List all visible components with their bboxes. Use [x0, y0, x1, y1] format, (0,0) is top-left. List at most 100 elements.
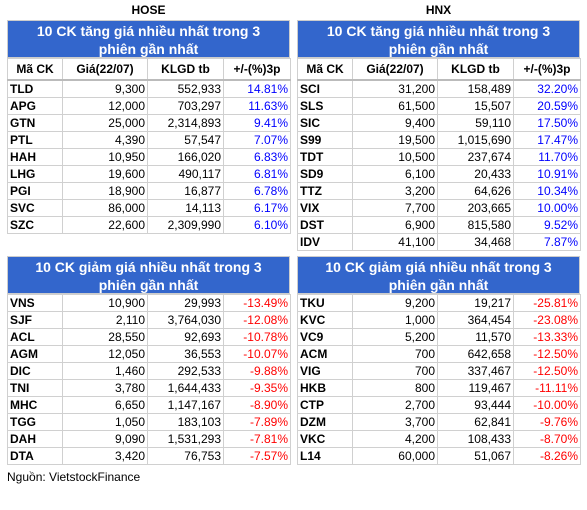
- cell: 1,147,167: [147, 396, 224, 414]
- cell: 203,665: [437, 199, 514, 217]
- hnx-panel: HNX 10 CK tăng giá nhiều nhất trong 3 phi…: [297, 0, 581, 465]
- ticker: VIG: [297, 362, 353, 380]
- cell: 6.78%: [223, 182, 291, 200]
- data-row: SLS 61,500 15,507 20.59%: [297, 97, 581, 115]
- cell: 61,500: [352, 97, 438, 115]
- cell: 60,000: [352, 447, 438, 465]
- data-row: SJF 2,110 3,764,030 -12.08%: [7, 311, 291, 329]
- cell: 9,400: [352, 114, 438, 132]
- ticker: VKC: [297, 430, 353, 448]
- cell: 703,297: [147, 97, 224, 115]
- data-row: IDV 41,100 34,468 7.87%: [297, 233, 581, 251]
- cell: 108,433: [437, 430, 514, 448]
- cell: -8.26%: [513, 447, 581, 465]
- data-row: SVC 86,000 14,113 6.17%: [7, 199, 291, 217]
- cell: -7.89%: [223, 413, 291, 431]
- cell: 9.52%: [513, 216, 581, 234]
- data-row: TDT 10,500 237,674 11.70%: [297, 148, 581, 166]
- ticker: TDT: [297, 148, 353, 166]
- cell: 6,100: [352, 165, 438, 183]
- cell: -10.00%: [513, 396, 581, 414]
- cell: 92,693: [147, 328, 224, 346]
- cell: 237,674: [437, 148, 514, 166]
- ticker: APG: [7, 97, 63, 115]
- data-row: MHC 6,650 1,147,167 -8.90%: [7, 396, 291, 414]
- cell: 10,900: [62, 294, 148, 312]
- data-row: TKU 9,200 19,217 -25.81%: [297, 294, 581, 312]
- ticker: TLD: [7, 79, 63, 98]
- cell: -12.08%: [223, 311, 291, 329]
- data-row: VIG 700 337,467 -12.50%: [297, 362, 581, 380]
- cell: 12,000: [62, 97, 148, 115]
- ticker: GTN: [7, 114, 63, 132]
- header-cell: KLGD tb: [147, 58, 224, 81]
- cell: 11.70%: [513, 148, 581, 166]
- cell: 7.87%: [513, 233, 581, 251]
- ticker: DTA: [7, 447, 63, 465]
- hose-panel: HOSE 10 CK tăng giá nhiều nhất trong 3 ph…: [7, 0, 291, 465]
- ticker: SD9: [297, 165, 353, 183]
- cell: 18,900: [62, 182, 148, 200]
- cell: 17.50%: [513, 114, 581, 132]
- cell: -9.88%: [223, 362, 291, 380]
- cell: 20,433: [437, 165, 514, 183]
- cell: 19,600: [62, 165, 148, 183]
- cell: -9.35%: [223, 379, 291, 397]
- losers-table: VNS 10,900 29,993 -13.49% SJF 2,110 3,764,030-…: [7, 294, 291, 465]
- cell: 364,454: [437, 311, 514, 329]
- ticker: DAH: [7, 430, 63, 448]
- cell: 9.41%: [223, 114, 291, 132]
- cell: 31,200: [352, 79, 438, 98]
- data-row: KVC 1,000 364,454 -23.08%: [297, 311, 581, 329]
- ticker: SZC: [7, 216, 63, 234]
- cell: 5,200: [352, 328, 438, 346]
- cell: 642,658: [437, 345, 514, 363]
- losers-section: 10 CK giảm giá nhiều nhất trong 3 phiên …: [297, 256, 581, 465]
- gainers-table: Mã CK Giá(22/07) KLGD tb +/-(%)3p SCI 31,200 1…: [297, 58, 581, 251]
- data-row: DZM 3,700 62,841 -9.76%: [297, 413, 581, 431]
- cell: 10,500: [352, 148, 438, 166]
- cell: 10.34%: [513, 182, 581, 200]
- cell: 1,460: [62, 362, 148, 380]
- market-title: HOSE: [131, 3, 166, 17]
- data-row: DAH 9,090 1,531,293 -7.81%: [7, 430, 291, 448]
- cell: 14.81%: [223, 79, 291, 98]
- cell: 700: [352, 345, 438, 363]
- ticker: TTZ: [297, 182, 353, 200]
- section-title: 10 CK giảm giá nhiều nhất trong 3 phiên …: [297, 256, 580, 294]
- cell: 10.91%: [513, 165, 581, 183]
- cell: 6,650: [62, 396, 148, 414]
- cell: 9,200: [352, 294, 438, 312]
- cell: 86,000: [62, 199, 148, 217]
- cell: 62,841: [437, 413, 514, 431]
- cell: 3,764,030: [147, 311, 224, 329]
- data-row: APG 12,000 703,297 11.63%: [7, 97, 291, 115]
- cell: 9,300: [62, 79, 148, 98]
- cell: 93,444: [437, 396, 514, 414]
- cell: 10.00%: [513, 199, 581, 217]
- ticker: KVC: [297, 311, 353, 329]
- cell: 20.59%: [513, 97, 581, 115]
- data-row: VNS 10,900 29,993 -13.49%: [7, 294, 291, 312]
- data-row: GTN 25,000 2,314,893 9.41%: [7, 114, 291, 132]
- ticker: SVC: [7, 199, 63, 217]
- cell: 34,468: [437, 233, 514, 251]
- header-cell: +/-(%)3p: [513, 58, 581, 81]
- data-row: HAH 10,950 166,020 6.83%: [7, 148, 291, 166]
- cell: 4,390: [62, 131, 148, 149]
- ticker: SLS: [297, 97, 353, 115]
- ticker: TGG: [7, 413, 63, 431]
- header-cell: Mã CK: [7, 58, 63, 81]
- header-cell: KLGD tb: [437, 58, 514, 81]
- cell: 292,533: [147, 362, 224, 380]
- ticker: PTL: [7, 131, 63, 149]
- data-row: VC9 5,200 11,570 -13.33%: [297, 328, 581, 346]
- cell: 1,531,293: [147, 430, 224, 448]
- data-row: SIC 9,400 59,110 17.50%: [297, 114, 581, 132]
- cell: 700: [352, 362, 438, 380]
- cell: 3,420: [62, 447, 148, 465]
- cell: -12.50%: [513, 362, 581, 380]
- cell: 12,050: [62, 345, 148, 363]
- data-row: TGG 1,050 183,103 -7.89%: [7, 413, 291, 431]
